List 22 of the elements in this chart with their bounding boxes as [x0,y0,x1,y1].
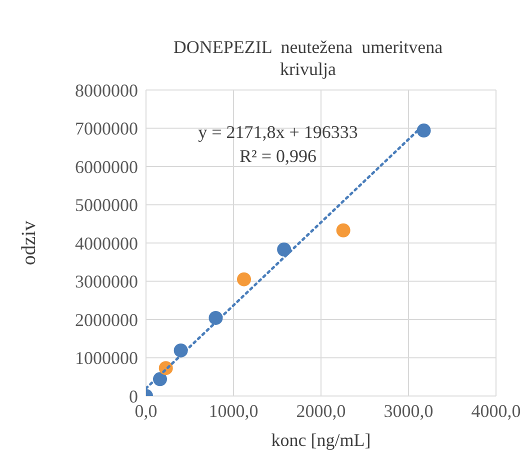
point [416,124,431,138]
y-tick-label: 2000000 [75,310,138,330]
x-tick-label: 1000,0 [208,400,258,421]
y-tick-label: 7000000 [75,118,138,139]
y-tick-label: 8000000 [75,80,138,100]
point [336,223,350,238]
point [237,272,251,286]
y-tick-label: 5000000 [75,195,138,216]
point [277,242,292,257]
y-tick-label: 4000000 [75,233,138,254]
y-tick-label: 6000000 [75,156,138,177]
y-axis-title: odziv [18,220,40,266]
y-tick-label: 0 [129,386,138,406]
annotation: y = 2171,8x + 196333 [197,122,359,143]
y-tick-label: 3000000 [75,272,138,292]
y-tick-label: 1000000 [75,348,138,368]
chart-title: DONEPEZIL neutežena umeritvena krivulja [172,36,444,80]
x-tick-label: 4000,0 [471,400,521,421]
x-tick-label: 3000,0 [384,400,434,421]
x-tick-label: 2000,0 [296,400,346,421]
annotation: R² = 0,996 [238,146,318,167]
x-axis-title: konc [ng/mL] [271,430,371,450]
